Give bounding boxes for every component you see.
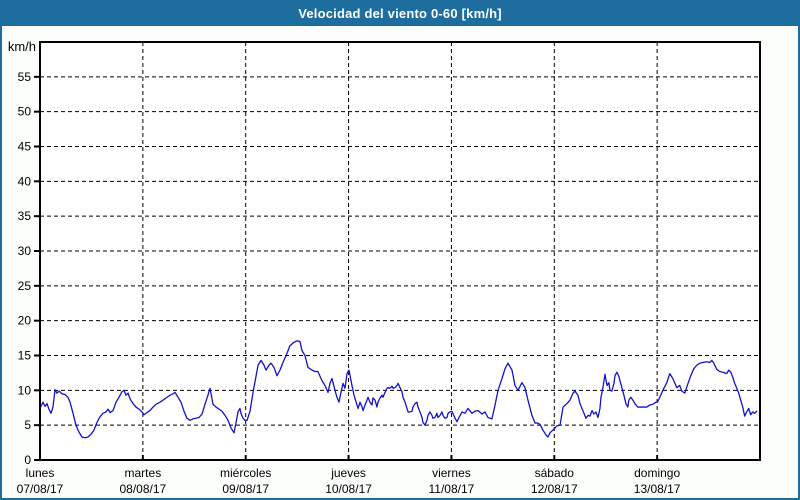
y-tick-label: 40 [18, 174, 32, 188]
x-day-name-label: viernes [432, 466, 471, 480]
y-tick-label: 10 [18, 383, 32, 397]
y-axis-unit-label: km/h [8, 39, 36, 54]
y-tick-label: 30 [18, 244, 32, 258]
x-day-name-label: martes [125, 466, 162, 480]
title-bar: Velocidad del viento 0-60 [km/h] [0, 0, 800, 26]
x-day-name-label: domingo [634, 466, 680, 480]
x-day-date-label: 07/08/17 [17, 482, 64, 496]
wind-speed-line [40, 340, 758, 439]
x-day-name-label: jueves [330, 466, 366, 480]
y-tick-label: 0 [24, 453, 31, 467]
y-tick-label: 25 [18, 279, 32, 293]
y-tick-label: 5 [24, 418, 31, 432]
y-tick-label: 20 [18, 314, 32, 328]
y-tick-label: 55 [18, 70, 32, 84]
x-day-date-label: 11/08/17 [429, 482, 475, 496]
x-day-name-label: miércoles [220, 466, 271, 480]
y-tick-label: 15 [18, 349, 32, 363]
plot-border [39, 41, 761, 461]
x-day-date-label: 09/08/17 [222, 482, 269, 496]
x-day-date-label: 13/08/17 [634, 482, 681, 496]
chart-title: Velocidad del viento 0-60 [km/h] [298, 5, 502, 21]
y-tick-label: 45 [18, 140, 32, 154]
y-tick-label: 35 [18, 209, 32, 223]
y-tick-label: 50 [18, 105, 32, 119]
x-day-date-label: 12/08/17 [531, 482, 578, 496]
x-day-date-label: 08/08/17 [120, 482, 167, 496]
x-day-date-label: 10/08/17 [325, 482, 372, 496]
x-day-name-label: lunes [26, 466, 55, 480]
x-day-name-label: sábado [535, 466, 575, 480]
